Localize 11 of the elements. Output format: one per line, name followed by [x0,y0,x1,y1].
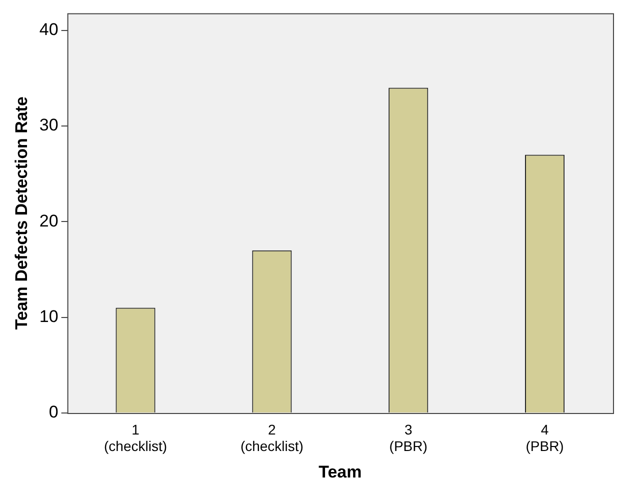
y-tick-label: 0 [48,402,58,422]
x-tick-label: 4 (PBR) [526,421,564,454]
x-tick-label: 3 (PBR) [389,421,428,454]
y-tick-label: 20 [39,211,58,230]
y-tick-label: 30 [39,116,58,135]
y-axis-title: Team Defects Detection Rate [12,96,31,330]
x-tick-label: 2 (checklist) [240,421,304,454]
y-tick-label: 40 [39,20,58,40]
x-axis-title: Team [318,462,362,482]
y-tick-label: 10 [39,307,58,326]
x-tick-label: 1 (checklist) [104,421,168,454]
